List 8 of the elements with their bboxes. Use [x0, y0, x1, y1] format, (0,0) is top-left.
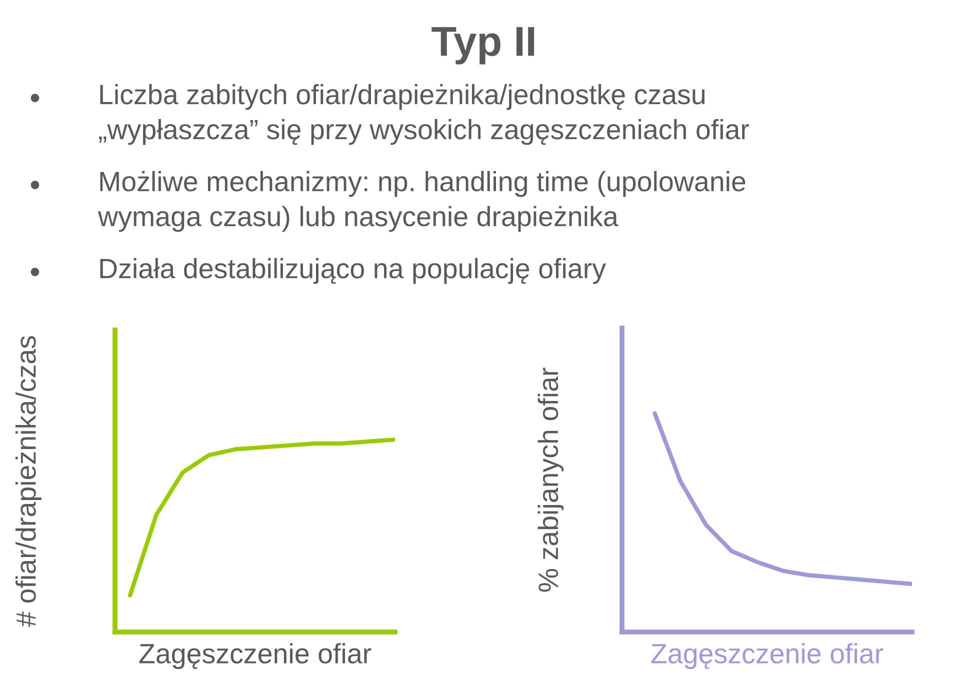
- text: Liczba zabitych ofiar/drapieżnika/jednostkę czasu „wypłaszcza” się przy wysokich zagęszczeniach ofiar: [99, 84, 749, 145]
- text: Możliwe mechanizmy: np. handling time (upolowanie wymaga czasu) lub nasycenie drapieżnika: [98, 171, 746, 232]
- y-axis-title: # ofiar/drapieżnika/czas: [15, 336, 42, 627]
- x-axis-title: Zagęszczenie ofiar: [139, 643, 372, 670]
- x-axis-title: Zagęszczenie ofiar: [651, 643, 884, 670]
- y-axis-title: % zabijanych ofiar: [538, 368, 564, 592]
- text: Działa destabilizująco na populację ofiary: [100, 258, 606, 284]
- text: Typ II: [432, 27, 534, 64]
